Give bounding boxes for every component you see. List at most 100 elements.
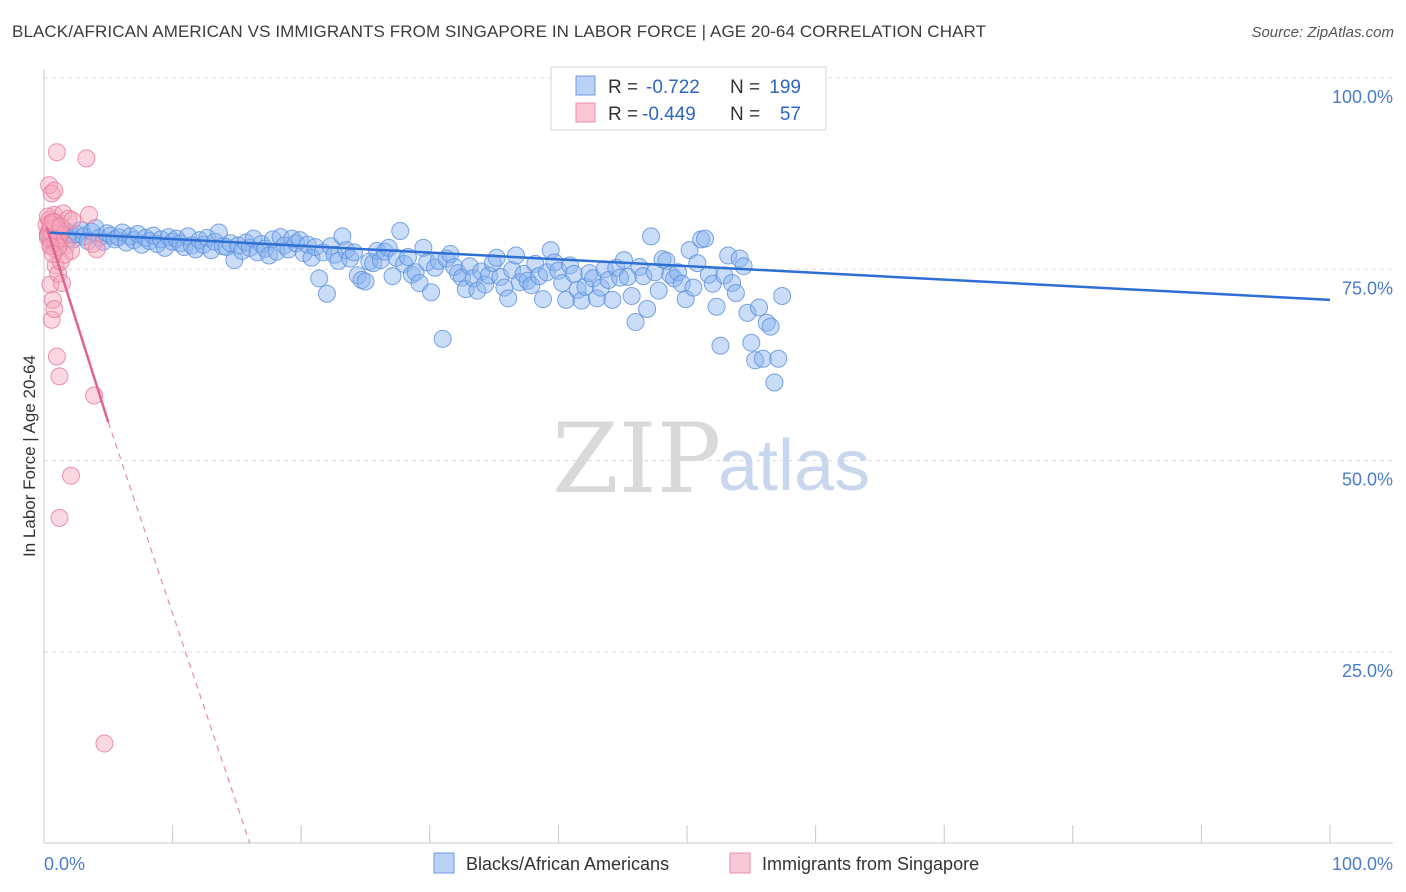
bottom-legend-swatch-blue [433, 852, 455, 874]
point-blacks [773, 287, 792, 306]
legend-n-label-pink: N = [730, 104, 760, 125]
y-tick-labels: 100.0% 75.0% 50.0% 25.0% [1332, 87, 1393, 681]
point-blacks [557, 290, 576, 309]
legend-r-value-blue: -0.722 [646, 77, 700, 98]
watermark-zip: ZIP [552, 403, 721, 515]
bottom-legend: Blacks/African Americans Immigrants from… [433, 852, 979, 874]
point-blacks [750, 298, 769, 317]
point-blacks [587, 289, 606, 308]
point-singapore [95, 734, 114, 753]
point-blacks [383, 267, 402, 286]
point-singapore [62, 466, 81, 485]
gridlines [44, 77, 1393, 653]
point-blacks [649, 281, 668, 300]
point-blacks [707, 297, 726, 316]
legend-r-value-pink: -0.449 [642, 104, 696, 125]
point-singapore [47, 347, 66, 366]
point-blacks [618, 267, 637, 286]
point-blacks [672, 274, 691, 293]
point-blacks [591, 278, 610, 297]
point-blacks [406, 263, 425, 282]
chart-source: Source: ZipAtlas.com [1251, 24, 1394, 41]
point-blacks [738, 303, 757, 322]
point-blacks [622, 287, 641, 306]
point-blacks [476, 275, 495, 294]
y-tick-label-50: 50.0% [1342, 470, 1393, 490]
bottom-legend-label-blue: Blacks/African Americans [466, 854, 669, 874]
point-blacks [333, 227, 352, 246]
point-blacks [711, 336, 730, 355]
legend-swatch-blue [575, 75, 596, 96]
y-axis-label: In Labor Force | Age 20-64 [20, 355, 39, 557]
point-blacks [317, 284, 336, 303]
x-axis-ticks [172, 825, 1331, 843]
legend-n-value-pink: 57 [780, 104, 801, 125]
point-blacks [696, 229, 715, 248]
chart-title: BLACK/AFRICAN AMERICAN VS IMMIGRANTS FRO… [12, 22, 987, 41]
point-blacks [433, 329, 452, 348]
series-blacks-points [38, 218, 792, 392]
point-blacks [537, 263, 556, 282]
point-blacks [634, 267, 653, 286]
point-blacks [753, 349, 772, 368]
point-singapore [45, 300, 64, 319]
legend-n-value-blue: 199 [769, 77, 801, 98]
x-tick-label-min: 0.0% [44, 854, 85, 874]
point-blacks [491, 267, 510, 286]
point-blacks [769, 349, 788, 368]
point-singapore [42, 184, 61, 203]
point-blacks [614, 251, 633, 270]
legend-swatch-pink [575, 102, 596, 123]
point-blacks [391, 222, 410, 240]
point-singapore [80, 205, 99, 224]
point-blacks [549, 261, 568, 280]
point-blacks [487, 248, 506, 267]
bottom-legend-label-pink: Immigrants from Singapore [762, 854, 979, 874]
point-blacks [765, 373, 784, 392]
trend-lines [45, 226, 1331, 844]
point-blacks [225, 251, 244, 270]
point-blacks [611, 268, 630, 287]
point-blacks [719, 246, 738, 265]
legend: R = -0.722 N = 199 R = -0.449 N = 57 [550, 66, 827, 131]
point-blacks [761, 317, 780, 336]
trend-line-singapore [45, 226, 110, 423]
point-blacks [572, 291, 591, 310]
point-blacks [379, 238, 398, 257]
point-blacks [344, 243, 363, 262]
point-singapore [45, 181, 64, 200]
point-singapore [44, 290, 63, 309]
x-tick-label-max: 100.0% [1332, 854, 1393, 874]
point-blacks [641, 227, 660, 246]
trend-line-singapore-extrapolated [107, 422, 251, 844]
watermark: ZIP atlas [552, 403, 870, 515]
point-blacks [723, 274, 742, 293]
point-blacks [356, 272, 375, 291]
point-singapore [47, 143, 66, 162]
point-blacks [506, 246, 525, 265]
point-blacks [86, 218, 105, 237]
point-blacks [742, 333, 761, 352]
point-blacks [310, 269, 329, 288]
point-singapore [42, 310, 61, 329]
point-singapore [87, 240, 106, 259]
point-blacks [603, 290, 622, 309]
point-blacks [533, 290, 552, 309]
trend-line-blacks [47, 231, 1331, 302]
point-singapore [50, 367, 69, 386]
point-blacks [460, 257, 479, 276]
point-singapore [63, 211, 82, 230]
point-singapore [51, 217, 70, 236]
point-blacks [479, 266, 498, 285]
point-blacks [510, 273, 529, 292]
point-blacks [564, 264, 583, 283]
point-blacks [422, 283, 441, 302]
point-blacks [726, 283, 745, 302]
bottom-legend-swatch-pink [729, 852, 751, 874]
y-tick-label-75: 75.0% [1342, 278, 1393, 298]
y-tick-label-25: 25.0% [1342, 661, 1393, 681]
point-blacks [638, 300, 657, 319]
point-blacks [626, 313, 645, 332]
point-blacks [746, 351, 765, 370]
